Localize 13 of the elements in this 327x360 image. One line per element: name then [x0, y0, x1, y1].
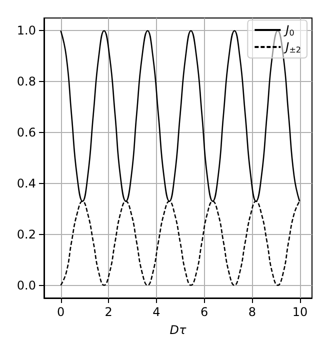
y-tick-label: 0.2 — [16, 227, 36, 242]
x-tick-label: 10 — [292, 305, 308, 319]
y-tick-label: 0.8 — [16, 74, 36, 89]
y-tick-label: 1.0 — [16, 24, 36, 38]
x-axis-title: Dτ — [170, 323, 188, 337]
y-tick-label: 0.0 — [16, 278, 36, 292]
x-tick-label: 6 — [200, 305, 208, 319]
x-tick-label: 0 — [56, 305, 65, 319]
x-tick-label: 8 — [248, 305, 256, 319]
x-tick-label: 4 — [152, 305, 160, 319]
y-tick-label: 0.4 — [16, 176, 36, 190]
x-tick-label: 2 — [104, 305, 112, 319]
y-tick-label: 0.6 — [16, 126, 36, 140]
